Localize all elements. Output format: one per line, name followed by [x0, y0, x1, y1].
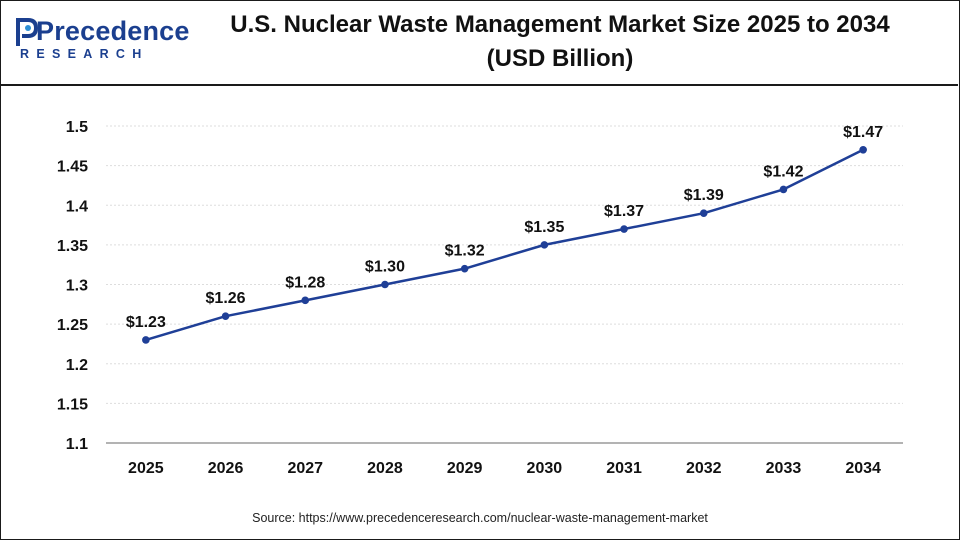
y-tick-label: 1.5: [66, 119, 88, 136]
logo-mark-icon: [16, 18, 39, 46]
x-tick-label: 2032: [686, 460, 722, 477]
data-point: [540, 241, 549, 249]
x-tick-label: 2033: [766, 460, 802, 477]
series-line: [145, 148, 864, 342]
data-point: [381, 280, 389, 289]
data-point: [460, 264, 469, 273]
x-tick-label: 2029: [447, 460, 483, 477]
logo-subtext: RESEARCH: [20, 47, 149, 61]
data-label: $1.32: [445, 243, 485, 260]
y-tick-label: 1.2: [66, 357, 88, 374]
data-point: [779, 185, 788, 194]
chart-title-line-2: (USD Billion): [486, 45, 634, 72]
data-label: $1.42: [763, 163, 803, 180]
x-tick-label: 2031: [606, 460, 642, 477]
x-tick-label: 2028: [367, 460, 403, 477]
data-point: [859, 145, 867, 154]
data-label: $1.35: [524, 219, 564, 236]
logo-word: Precedence: [36, 16, 190, 46]
precedence-research-logo: Precedence RESEARCH: [14, 14, 189, 64]
x-tick-label: 2025: [128, 460, 164, 477]
x-tick-label: 2034: [845, 460, 881, 477]
data-label: $1.26: [206, 290, 246, 307]
chart-title: U.S. Nuclear Waste Management Market Siz…: [170, 8, 950, 76]
data-label: $1.28: [285, 274, 325, 291]
chart-header: Precedence RESEARCH U.S. Nuclear Waste M…: [0, 0, 958, 86]
data-label: $1.23: [126, 314, 166, 331]
y-tick-label: 1.3: [66, 278, 88, 295]
data-point: [221, 312, 230, 321]
y-tick-label: 1.25: [57, 317, 88, 334]
data-point: [142, 336, 150, 344]
y-tick-label: 1.45: [57, 159, 88, 176]
data-point: [301, 296, 310, 305]
chart-title-line-1: U.S. Nuclear Waste Management Market Siz…: [230, 11, 890, 38]
y-tick-label: 1.15: [57, 396, 88, 413]
data-label: $1.39: [684, 187, 724, 204]
data-label: $1.30: [365, 259, 405, 276]
y-tick-label: 1.35: [57, 238, 88, 255]
y-tick-label: 1.1: [66, 436, 88, 453]
x-tick-label: 2030: [527, 460, 563, 477]
x-tick-label: 2027: [287, 460, 323, 477]
data-label: $1.47: [843, 124, 883, 141]
data-point: [699, 209, 708, 217]
source-note: Source: https://www.precedenceresearch.c…: [252, 511, 708, 525]
y-tick-label: 1.4: [66, 198, 88, 215]
data-point: [620, 225, 628, 233]
data-label: $1.37: [604, 203, 644, 220]
x-tick-label: 2026: [208, 460, 244, 477]
